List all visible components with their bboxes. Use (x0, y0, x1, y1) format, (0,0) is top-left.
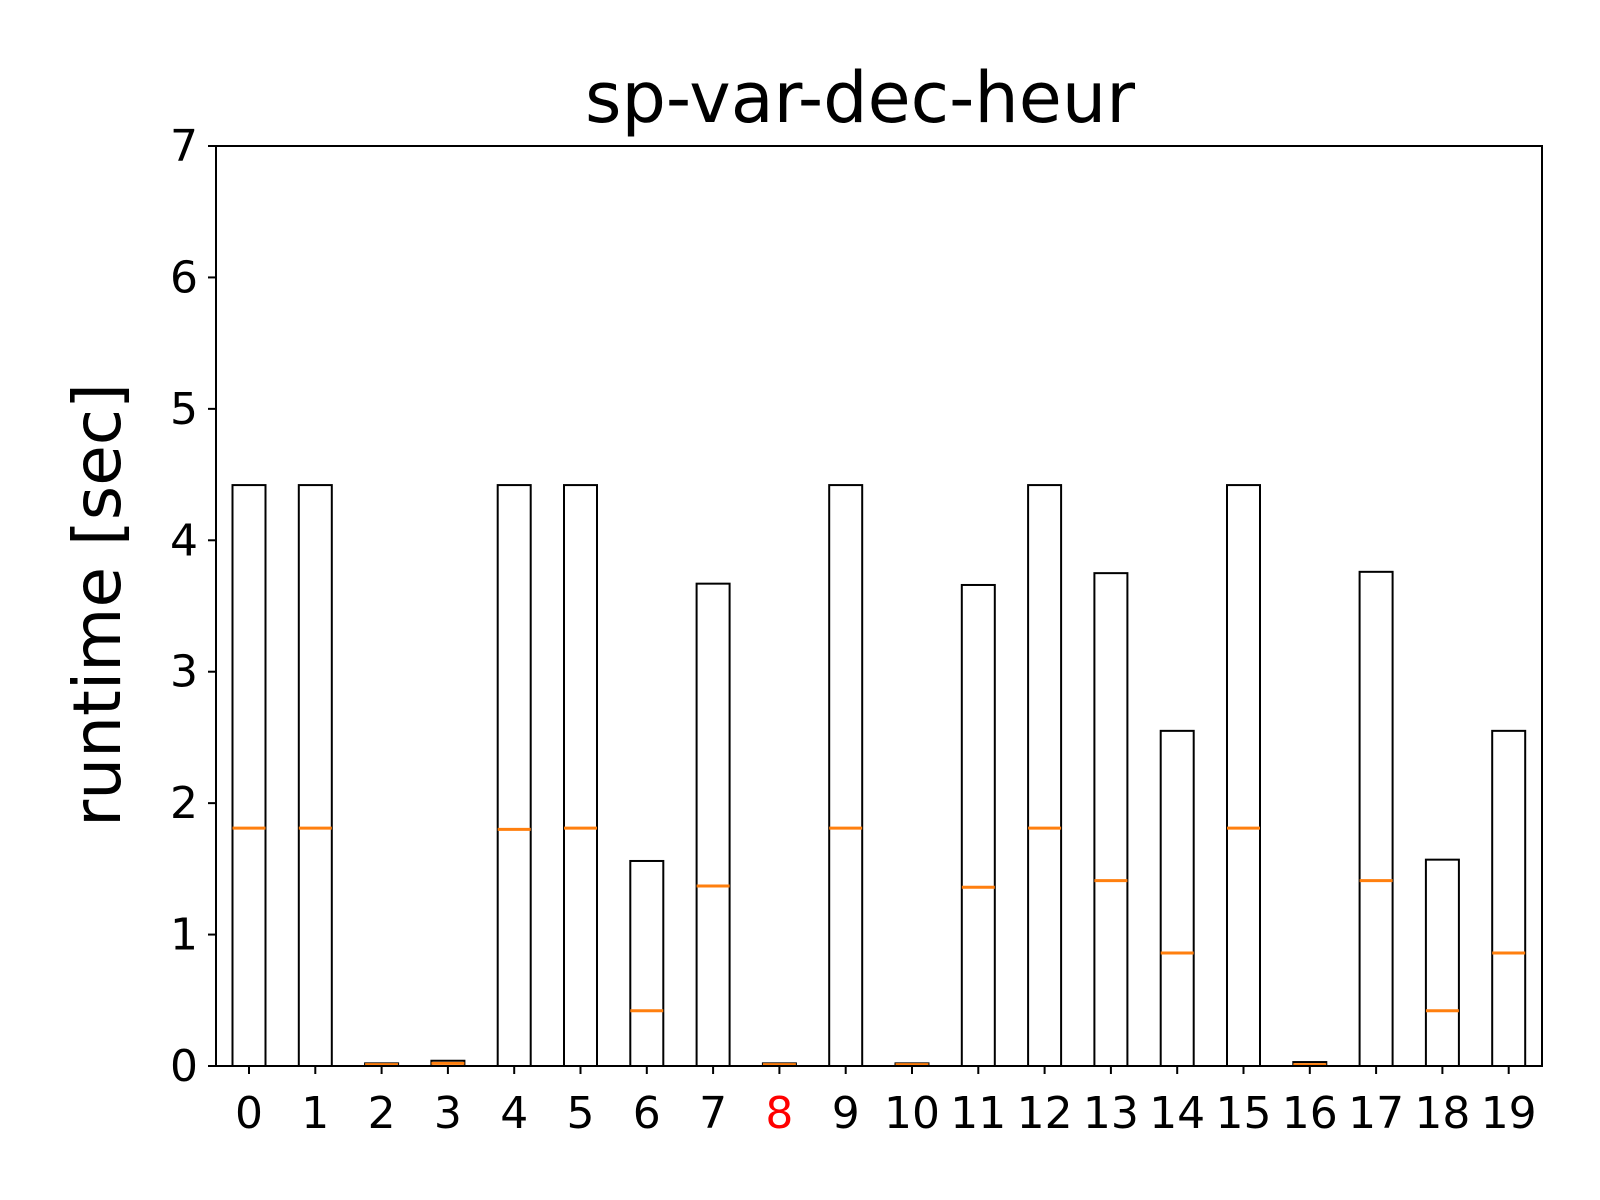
box-15 (1226, 484, 1261, 1068)
y-tick-label: 0 (170, 1041, 198, 1092)
x-tick-label: 6 (633, 1088, 661, 1139)
y-axis-label: runtime [sec] (59, 383, 136, 827)
y-tick-label: 6 (170, 252, 198, 303)
y-tick-label: 1 (170, 910, 198, 961)
y-tick-label: 5 (170, 384, 198, 435)
box-18 (1424, 858, 1460, 1068)
x-tick-label: 12 (1017, 1088, 1073, 1139)
box-13 (1093, 572, 1129, 1068)
plot-frame (215, 145, 1543, 1067)
y-axis-ticks: 0 1 2 3 4 5 6 7 (170, 121, 216, 1092)
x-tick-label: 1 (301, 1088, 329, 1139)
x-tick-label: 18 (1414, 1088, 1470, 1139)
box-5 (563, 484, 598, 1068)
x-axis-ticks: 0 1 2 3 4 5 6 7 8 9 10 11 12 13 14 15 16 17 18 19 (235, 1066, 1537, 1139)
box-19 (1491, 729, 1527, 1067)
x-tick-label: 17 (1348, 1088, 1404, 1139)
box-group (231, 484, 1527, 1068)
chart-title: sp-var-dec-heur (585, 57, 1135, 139)
box-7 (695, 582, 731, 1068)
box-17 (1358, 570, 1394, 1067)
x-tick-label: 8 (765, 1088, 793, 1139)
box-1 (297, 484, 333, 1068)
y-tick-label: 3 (170, 647, 198, 698)
x-tick-label: 0 (235, 1088, 263, 1139)
x-tick-label: 11 (950, 1088, 1006, 1139)
box-6 (629, 859, 665, 1067)
x-tick-label: 7 (699, 1088, 727, 1139)
x-tick-label: 4 (500, 1088, 528, 1139)
x-tick-label: 19 (1481, 1088, 1537, 1139)
box-14 (1159, 729, 1195, 1067)
x-tick-label: 5 (567, 1088, 595, 1139)
x-tick-label: 2 (368, 1088, 396, 1139)
y-tick-label: 7 (170, 121, 198, 172)
box-0 (231, 484, 267, 1068)
x-tick-label: 9 (832, 1088, 860, 1139)
x-tick-label: 14 (1149, 1088, 1205, 1139)
box-4 (496, 484, 532, 1068)
x-tick-label: 15 (1216, 1088, 1272, 1139)
y-tick-label: 2 (170, 778, 198, 829)
y-tick-label: 4 (170, 515, 198, 566)
x-tick-label: 16 (1282, 1088, 1338, 1139)
box-12 (1027, 484, 1063, 1068)
x-tick-label: 3 (434, 1088, 462, 1139)
box-9 (828, 484, 864, 1068)
x-tick-label: 13 (1083, 1088, 1139, 1139)
box-11 (960, 583, 996, 1067)
x-tick-label: 10 (884, 1088, 940, 1139)
